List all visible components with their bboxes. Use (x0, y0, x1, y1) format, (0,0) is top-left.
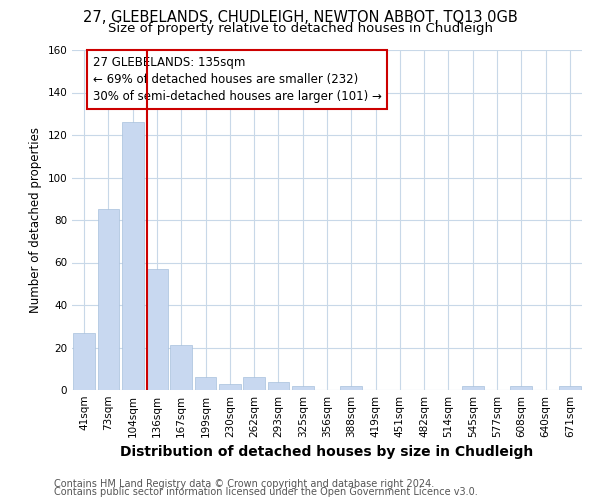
Text: 27 GLEBELANDS: 135sqm
← 69% of detached houses are smaller (232)
30% of semi-det: 27 GLEBELANDS: 135sqm ← 69% of detached … (92, 56, 382, 104)
Bar (194, 377, 217, 390)
Bar (97, 210, 119, 390)
Text: Contains public sector information licensed under the Open Government Licence v3: Contains public sector information licen… (54, 487, 478, 497)
Bar (146, 269, 168, 390)
Text: 27, GLEBELANDS, CHUDLEIGH, NEWTON ABBOT, TQ13 0GB: 27, GLEBELANDS, CHUDLEIGH, NEWTON ABBOT,… (83, 10, 517, 25)
Bar (340, 386, 362, 390)
Bar (268, 382, 289, 390)
Bar (559, 386, 581, 390)
Text: Contains HM Land Registry data © Crown copyright and database right 2024.: Contains HM Land Registry data © Crown c… (54, 479, 434, 489)
Bar (243, 377, 265, 390)
Bar (170, 346, 192, 390)
Bar (511, 386, 532, 390)
Bar (292, 386, 314, 390)
Bar (122, 122, 143, 390)
Text: Size of property relative to detached houses in Chudleigh: Size of property relative to detached ho… (107, 22, 493, 35)
Y-axis label: Number of detached properties: Number of detached properties (29, 127, 42, 313)
Bar (462, 386, 484, 390)
Bar (73, 332, 95, 390)
Bar (219, 384, 241, 390)
X-axis label: Distribution of detached houses by size in Chudleigh: Distribution of detached houses by size … (121, 446, 533, 460)
